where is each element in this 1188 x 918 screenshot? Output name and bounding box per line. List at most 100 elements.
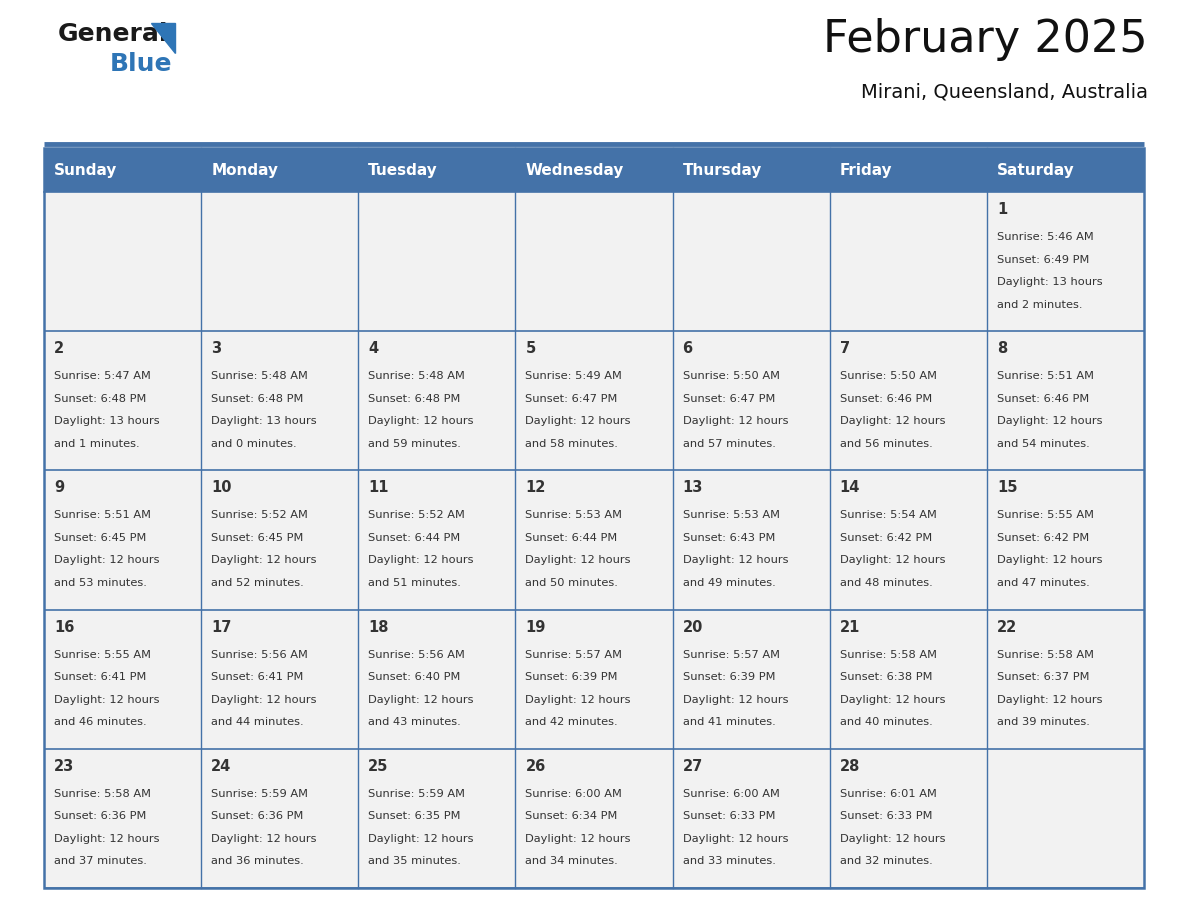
- Text: 1: 1: [997, 202, 1007, 217]
- Text: General: General: [58, 22, 169, 46]
- Text: and 35 minutes.: and 35 minutes.: [368, 856, 461, 867]
- Text: Sunset: 6:35 PM: Sunset: 6:35 PM: [368, 812, 461, 822]
- Bar: [829, 148, 987, 192]
- Text: Daylight: 13 hours: Daylight: 13 hours: [997, 277, 1102, 287]
- Text: 8: 8: [997, 341, 1007, 356]
- Text: Saturday: Saturday: [997, 162, 1075, 177]
- Text: 3: 3: [211, 341, 221, 356]
- Text: Daylight: 12 hours: Daylight: 12 hours: [211, 695, 317, 705]
- Bar: [44, 470, 1144, 610]
- Text: Friday: Friday: [840, 162, 892, 177]
- Text: Sunrise: 5:50 AM: Sunrise: 5:50 AM: [840, 371, 936, 381]
- Bar: [44, 148, 1144, 888]
- Text: and 53 minutes.: and 53 minutes.: [53, 578, 147, 588]
- Text: Monday: Monday: [211, 162, 278, 177]
- Text: and 32 minutes.: and 32 minutes.: [840, 856, 933, 867]
- Text: Daylight: 12 hours: Daylight: 12 hours: [683, 695, 788, 705]
- Text: and 58 minutes.: and 58 minutes.: [525, 439, 618, 449]
- Text: Thursday: Thursday: [683, 162, 762, 177]
- Text: 23: 23: [53, 759, 74, 774]
- Text: 16: 16: [53, 620, 75, 634]
- Text: Sunrise: 5:57 AM: Sunrise: 5:57 AM: [683, 650, 779, 660]
- Polygon shape: [151, 23, 175, 53]
- Text: Sunrise: 5:50 AM: Sunrise: 5:50 AM: [683, 371, 779, 381]
- Text: Sunrise: 5:48 AM: Sunrise: 5:48 AM: [211, 371, 308, 381]
- Text: 19: 19: [525, 620, 545, 634]
- Text: Sunset: 6:48 PM: Sunset: 6:48 PM: [368, 394, 461, 404]
- Text: 21: 21: [840, 620, 860, 634]
- Text: Sunrise: 5:51 AM: Sunrise: 5:51 AM: [53, 510, 151, 521]
- Text: and 47 minutes.: and 47 minutes.: [997, 578, 1089, 588]
- Text: Daylight: 13 hours: Daylight: 13 hours: [53, 416, 159, 426]
- Text: Sunrise: 5:53 AM: Sunrise: 5:53 AM: [525, 510, 623, 521]
- Text: Sunset: 6:47 PM: Sunset: 6:47 PM: [525, 394, 618, 404]
- Text: Daylight: 12 hours: Daylight: 12 hours: [525, 695, 631, 705]
- Text: Sunset: 6:42 PM: Sunset: 6:42 PM: [997, 533, 1089, 543]
- Text: Sunrise: 5:55 AM: Sunrise: 5:55 AM: [53, 650, 151, 660]
- Text: Sunrise: 5:49 AM: Sunrise: 5:49 AM: [525, 371, 623, 381]
- Text: Sunset: 6:44 PM: Sunset: 6:44 PM: [525, 533, 618, 543]
- Text: Sunrise: 6:00 AM: Sunrise: 6:00 AM: [525, 789, 623, 799]
- Text: Daylight: 12 hours: Daylight: 12 hours: [525, 834, 631, 844]
- Text: Daylight: 12 hours: Daylight: 12 hours: [211, 555, 317, 565]
- Bar: [44, 749, 1144, 888]
- Text: 20: 20: [683, 620, 703, 634]
- Text: Sunset: 6:48 PM: Sunset: 6:48 PM: [53, 394, 146, 404]
- Text: Sunrise: 5:57 AM: Sunrise: 5:57 AM: [525, 650, 623, 660]
- Text: Sunset: 6:37 PM: Sunset: 6:37 PM: [997, 672, 1089, 682]
- Text: Sunrise: 5:46 AM: Sunrise: 5:46 AM: [997, 232, 1094, 242]
- Bar: [516, 148, 672, 192]
- Text: 26: 26: [525, 759, 545, 774]
- Text: and 59 minutes.: and 59 minutes.: [368, 439, 461, 449]
- Text: Sunset: 6:33 PM: Sunset: 6:33 PM: [683, 812, 775, 822]
- Bar: [201, 148, 359, 192]
- Text: Sunrise: 5:56 AM: Sunrise: 5:56 AM: [368, 650, 466, 660]
- Text: Sunrise: 6:01 AM: Sunrise: 6:01 AM: [840, 789, 936, 799]
- Text: and 2 minutes.: and 2 minutes.: [997, 299, 1082, 309]
- Text: Daylight: 12 hours: Daylight: 12 hours: [683, 834, 788, 844]
- Bar: [672, 148, 829, 192]
- Bar: [987, 148, 1144, 192]
- Text: Daylight: 12 hours: Daylight: 12 hours: [840, 834, 946, 844]
- Text: Daylight: 12 hours: Daylight: 12 hours: [683, 416, 788, 426]
- Text: Sunrise: 5:55 AM: Sunrise: 5:55 AM: [997, 510, 1094, 521]
- Text: Daylight: 12 hours: Daylight: 12 hours: [368, 695, 474, 705]
- Text: 12: 12: [525, 480, 545, 496]
- Text: 5: 5: [525, 341, 536, 356]
- Text: and 48 minutes.: and 48 minutes.: [840, 578, 933, 588]
- Text: Daylight: 12 hours: Daylight: 12 hours: [368, 834, 474, 844]
- Bar: [44, 192, 1144, 331]
- Text: Sunset: 6:45 PM: Sunset: 6:45 PM: [211, 533, 303, 543]
- Text: 22: 22: [997, 620, 1017, 634]
- Text: Sunrise: 5:58 AM: Sunrise: 5:58 AM: [997, 650, 1094, 660]
- Text: Sunset: 6:38 PM: Sunset: 6:38 PM: [840, 672, 933, 682]
- Text: February 2025: February 2025: [823, 18, 1148, 61]
- Text: Daylight: 12 hours: Daylight: 12 hours: [211, 834, 317, 844]
- Text: Daylight: 12 hours: Daylight: 12 hours: [53, 695, 159, 705]
- Text: Daylight: 12 hours: Daylight: 12 hours: [53, 834, 159, 844]
- Text: Sunset: 6:36 PM: Sunset: 6:36 PM: [53, 812, 146, 822]
- Text: Daylight: 12 hours: Daylight: 12 hours: [840, 416, 946, 426]
- Text: Sunset: 6:40 PM: Sunset: 6:40 PM: [368, 672, 461, 682]
- Text: Daylight: 12 hours: Daylight: 12 hours: [368, 555, 474, 565]
- Text: 2: 2: [53, 341, 64, 356]
- Text: Sunset: 6:33 PM: Sunset: 6:33 PM: [840, 812, 933, 822]
- Text: Sunrise: 5:51 AM: Sunrise: 5:51 AM: [997, 371, 1094, 381]
- Text: Sunrise: 5:48 AM: Sunrise: 5:48 AM: [368, 371, 466, 381]
- Text: and 36 minutes.: and 36 minutes.: [211, 856, 304, 867]
- Text: Daylight: 12 hours: Daylight: 12 hours: [997, 695, 1102, 705]
- Text: Wednesday: Wednesday: [525, 162, 624, 177]
- Text: Daylight: 12 hours: Daylight: 12 hours: [997, 555, 1102, 565]
- Text: and 39 minutes.: and 39 minutes.: [997, 717, 1089, 727]
- Text: 10: 10: [211, 480, 232, 496]
- Text: and 40 minutes.: and 40 minutes.: [840, 717, 933, 727]
- Text: Sunset: 6:41 PM: Sunset: 6:41 PM: [211, 672, 303, 682]
- Text: Sunrise: 5:54 AM: Sunrise: 5:54 AM: [840, 510, 936, 521]
- Text: and 37 minutes.: and 37 minutes.: [53, 856, 147, 867]
- Text: Sunset: 6:44 PM: Sunset: 6:44 PM: [368, 533, 461, 543]
- Text: Daylight: 12 hours: Daylight: 12 hours: [997, 416, 1102, 426]
- Text: and 41 minutes.: and 41 minutes.: [683, 717, 776, 727]
- Text: Sunset: 6:47 PM: Sunset: 6:47 PM: [683, 394, 775, 404]
- Text: Sunrise: 6:00 AM: Sunrise: 6:00 AM: [683, 789, 779, 799]
- Text: Sunset: 6:41 PM: Sunset: 6:41 PM: [53, 672, 146, 682]
